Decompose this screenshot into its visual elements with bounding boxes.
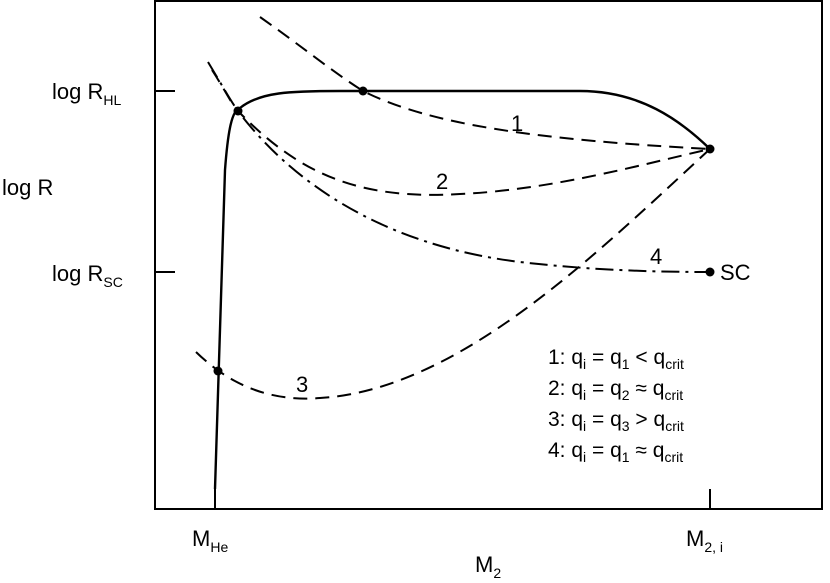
dot-intersection-top: [358, 86, 368, 96]
y-tick-label-rsc: log RSC: [52, 261, 123, 290]
dot-sc-end: [705, 267, 715, 277]
curve-3-label: 3: [296, 372, 308, 397]
legend-item-2: 2: qi = q2 ≈ qcrit: [548, 377, 683, 403]
dot-curve3-start: [213, 366, 223, 376]
x-tick-label-m2i: M2, i: [686, 526, 723, 555]
curve-1: [259, 16, 711, 150]
x-tick-label-mhe: MHe: [192, 526, 228, 555]
curve-2: [211, 69, 711, 196]
legend-item-1: 1: qi = q1 < qcrit: [548, 346, 684, 372]
curve-4-label: 4: [650, 244, 662, 269]
legend-item-4: 4: qi = q1 ≈ qcrit: [548, 439, 683, 465]
plot-frame: [154, 0, 823, 510]
legend-item-3: 3: qi = q3 > qcrit: [548, 408, 684, 434]
x-axis-label: M2: [475, 552, 501, 581]
legend: 1: qi = q1 < qcrit 2: qi = q2 ≈ qcrit 3:…: [548, 346, 684, 465]
dot-branch-point: [233, 106, 243, 116]
curve-2-label: 2: [436, 169, 448, 194]
sc-endpoint-label: SC: [720, 260, 751, 285]
dot-initial-state: [705, 144, 715, 154]
curve-1-label: 1: [511, 111, 523, 136]
y-axis-label: log R: [2, 175, 53, 200]
y-tick-label-rhl: log RHL: [52, 79, 121, 108]
solid-track-curve: [213, 89, 711, 490]
curve-3: [195, 148, 711, 400]
curve-4: [207, 61, 711, 273]
